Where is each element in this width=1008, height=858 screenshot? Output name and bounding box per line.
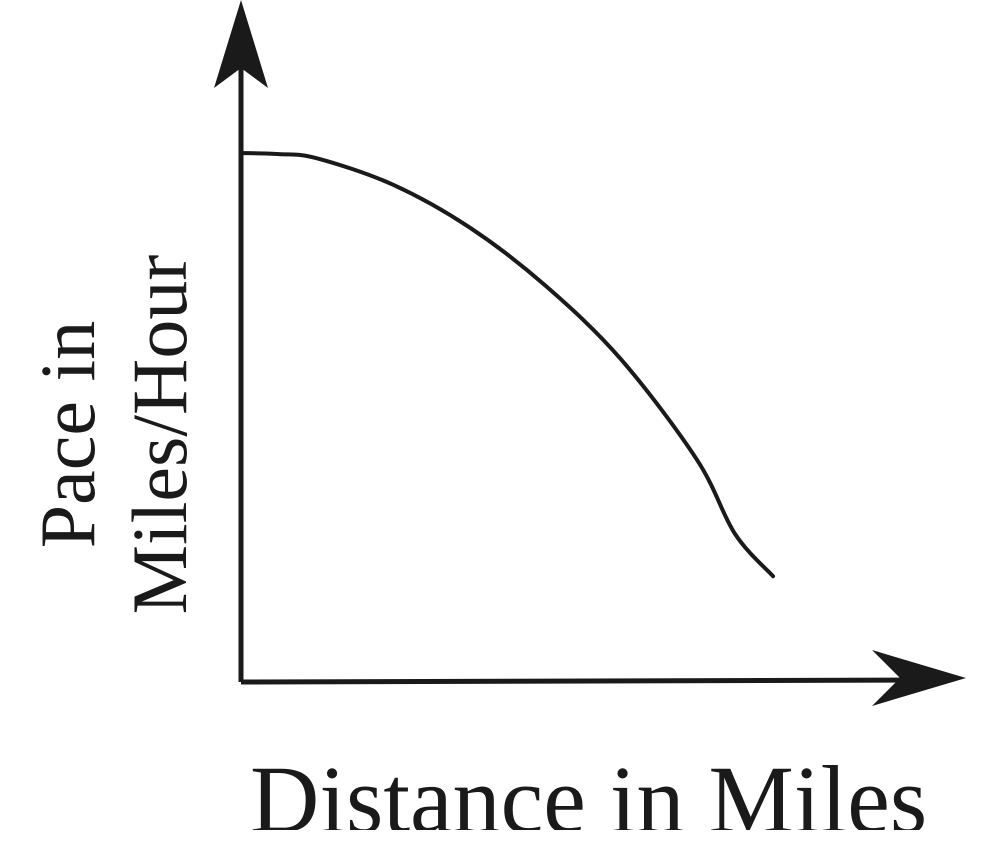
x-axis-line [240,677,921,685]
series-line-0 [239,151,775,579]
x-axis-arrow-icon [872,650,966,706]
x-axis-label: Distance in Miles [250,746,928,830]
series-group [239,151,775,579]
y-axis-arrow-icon [214,0,268,88]
